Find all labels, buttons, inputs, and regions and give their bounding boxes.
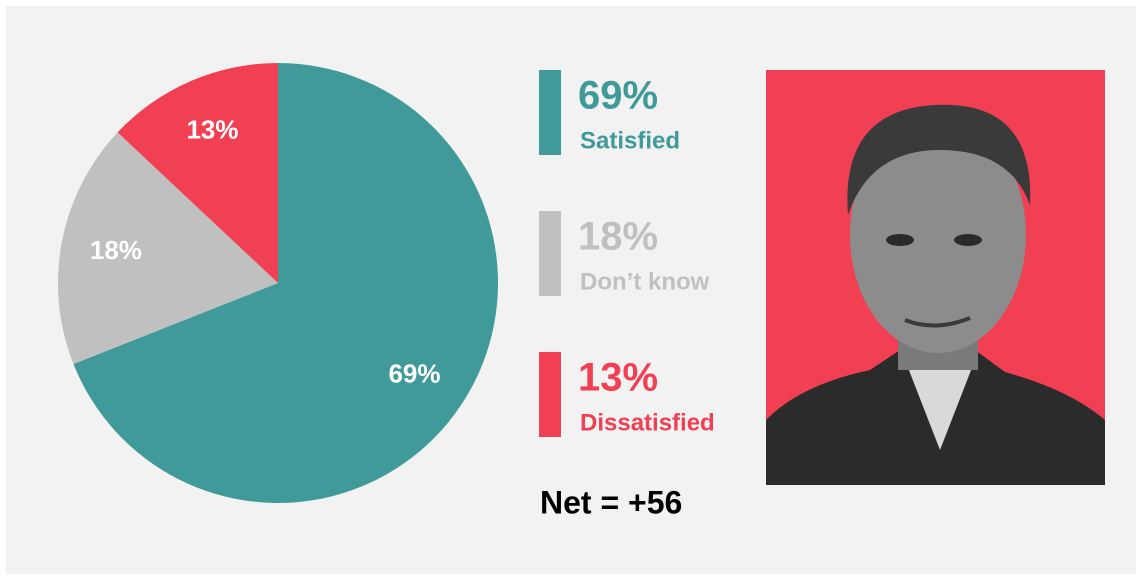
portrait [766,70,1105,485]
legend-label: Satisfied [580,127,680,154]
net-annotation: Net = +56 [540,484,682,520]
slice-label: 13% [186,114,238,144]
legend-label: Dissatisfied [580,409,715,436]
legend-value: 69% [578,74,658,118]
slice-label: 18% [90,235,142,265]
legend-swatch [539,211,561,296]
legend-label: Don’t know [580,268,710,295]
portrait-mouth [904,316,971,328]
pie-slice [73,63,499,503]
pie-slice [117,63,279,283]
legend-value: 18% [578,215,658,259]
portrait-hair [847,104,1031,215]
slice-label: 69% [388,359,440,389]
legend-value: 13% [578,356,658,400]
pie-slice [58,132,279,364]
legend-swatch [539,70,561,155]
legend-swatch [539,352,561,437]
portrait-collar [905,360,975,450]
portrait-eye [886,234,914,246]
portrait-face [850,117,1026,353]
portrait-eye [954,234,982,246]
